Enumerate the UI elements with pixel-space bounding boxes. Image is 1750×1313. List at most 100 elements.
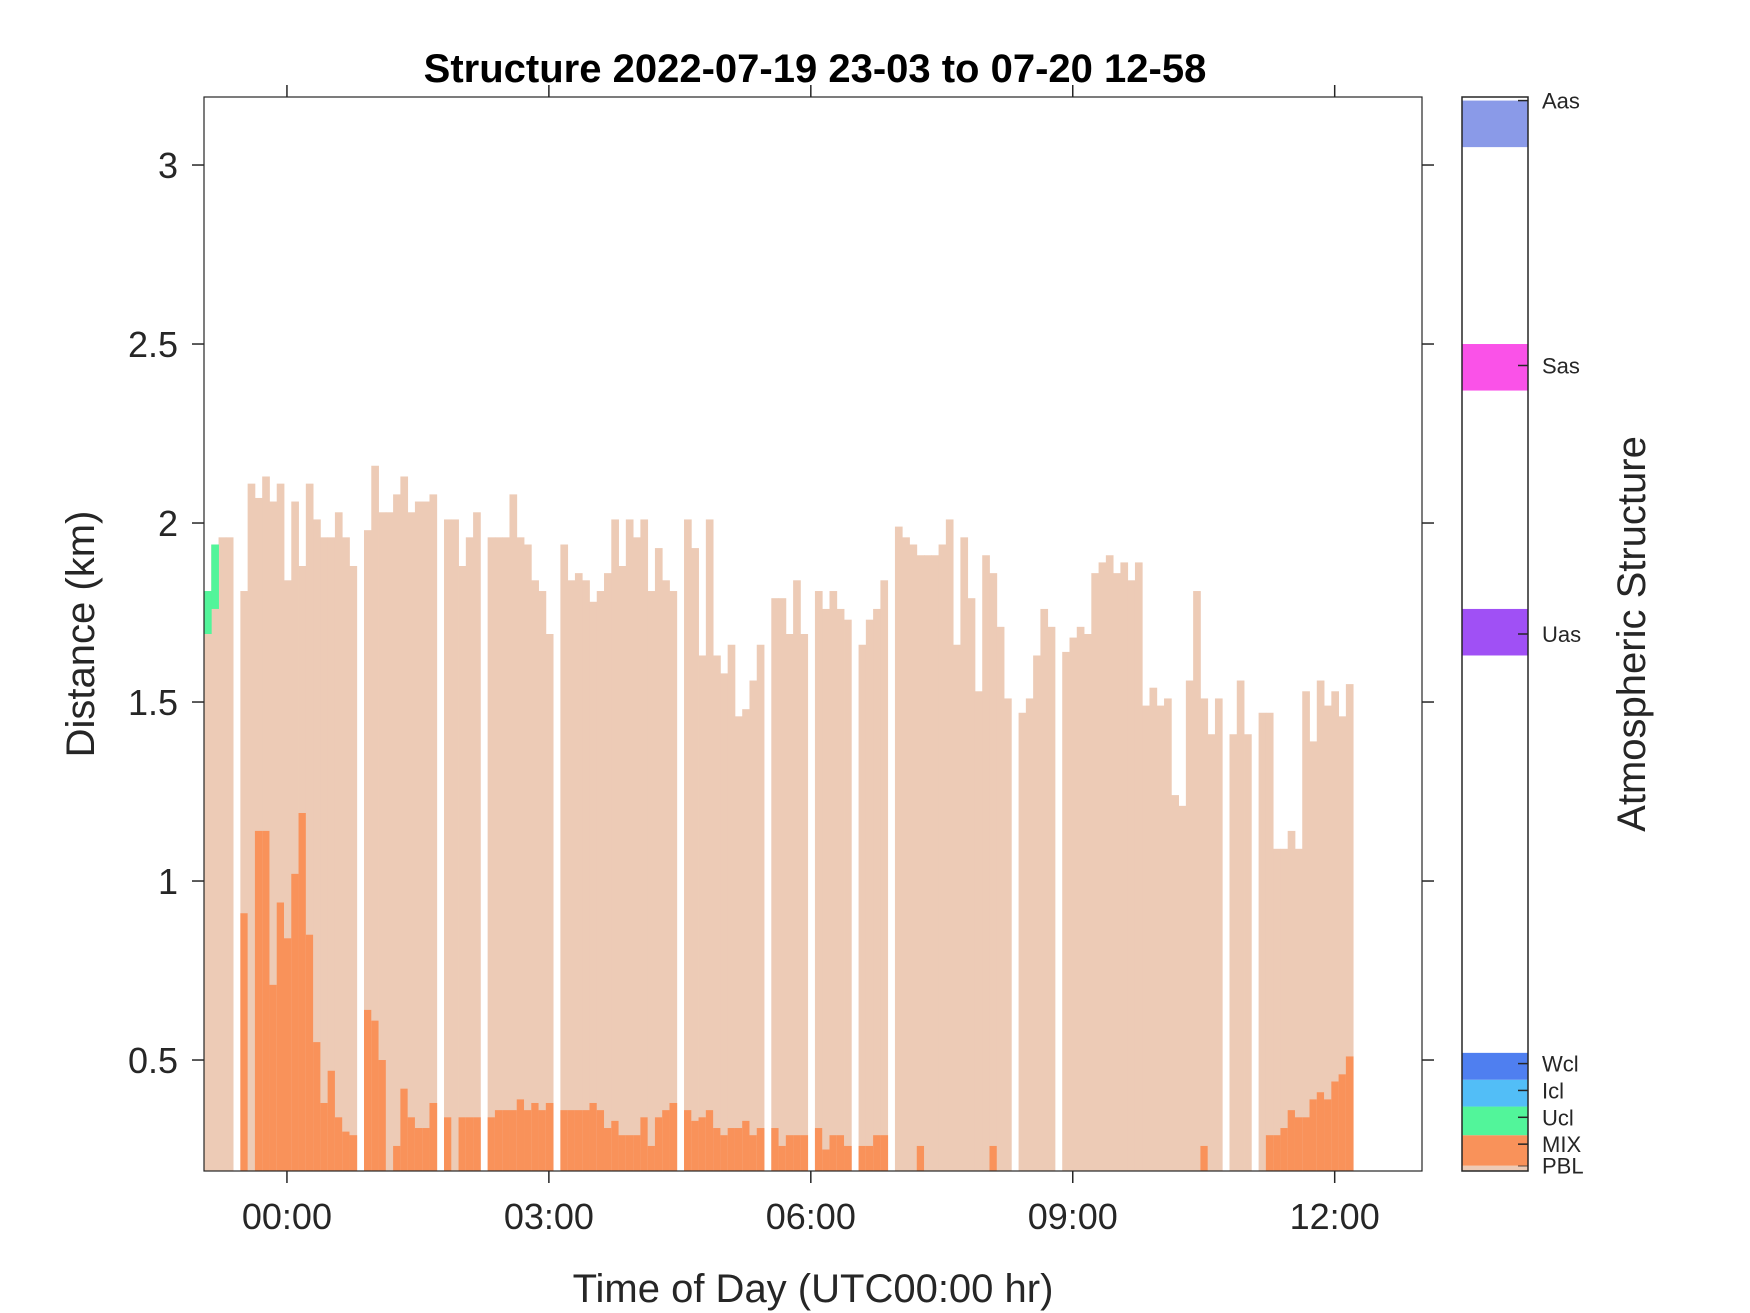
pbl-bar: [531, 580, 539, 1171]
mix-bar: [829, 1135, 838, 1171]
mix-bar: [1309, 1099, 1318, 1171]
y-tick-label: 3: [158, 145, 178, 186]
pbl-bar: [509, 494, 518, 1171]
mix-bar: [844, 1145, 852, 1171]
mix-bar: [262, 830, 270, 1171]
mix-bar: [618, 1135, 627, 1171]
pbl-bar: [560, 544, 569, 1171]
mix-bar: [1200, 1145, 1209, 1171]
mix-bar: [560, 1110, 569, 1171]
pbl-bar: [371, 465, 379, 1171]
mix-bar: [414, 1128, 423, 1171]
pbl-bar: [502, 537, 510, 1171]
pbl-bar: [444, 519, 452, 1171]
pbl-bar: [247, 483, 256, 1171]
colorbar-swatch: [1462, 1079, 1528, 1107]
pbl-bar: [1280, 848, 1289, 1171]
pbl-bar: [1294, 848, 1303, 1171]
pbl-bar: [414, 501, 423, 1171]
colorbar-frame: [1461, 96, 1529, 1172]
pbl-bar: [204, 591, 212, 1171]
mix-bar: [865, 1145, 874, 1171]
pbl-bar: [1338, 716, 1347, 1171]
mix-bar: [771, 1128, 779, 1171]
pbl-bar: [1127, 580, 1136, 1171]
mix-bar: [305, 934, 314, 1171]
mix-bar: [749, 1135, 758, 1171]
pbl-bar: [545, 634, 554, 1171]
pbl-bar: [305, 483, 314, 1171]
pbl-bar: [487, 537, 496, 1171]
pbl-bar: [1258, 712, 1267, 1171]
pbl-bar: [327, 537, 336, 1171]
pbl-bar: [1273, 848, 1281, 1171]
mix-bar: [1287, 1110, 1296, 1171]
pbl-bar: [967, 598, 976, 1171]
colorbar-tick-label: Uas: [1542, 622, 1581, 647]
mix-bar: [727, 1128, 736, 1171]
mix-bar: [662, 1110, 670, 1171]
pbl-bar: [574, 573, 583, 1171]
pbl-bar: [1025, 698, 1034, 1171]
pbl-bar: [589, 601, 598, 1171]
mix-bar: [611, 1120, 619, 1171]
mix-bar: [349, 1135, 358, 1171]
pbl-bar: [953, 644, 961, 1171]
pbl-bar: [691, 548, 699, 1171]
pbl-bar: [1098, 562, 1107, 1171]
mix-bar: [516, 1099, 525, 1171]
pbl-bar: [1244, 734, 1252, 1171]
pbl-bar: [364, 530, 372, 1171]
colorbar-tick-label: PBL: [1542, 1154, 1584, 1179]
pbl-bar: [1316, 680, 1325, 1171]
mix-bar: [458, 1117, 467, 1171]
pbl-bar: [494, 537, 503, 1171]
mix-bar: [371, 1020, 379, 1171]
pbl-bar: [269, 501, 278, 1171]
colorbar-swatch: [1462, 1135, 1528, 1166]
pbl-bar: [385, 512, 394, 1171]
y-axis: 0.5 1 1.5 2 2.5 3: [128, 145, 1434, 1081]
mix-bar: [276, 902, 285, 1171]
pbl-bar: [916, 555, 925, 1171]
pbl-bar: [1287, 830, 1296, 1171]
mix-bar: [291, 873, 299, 1171]
pbl-bar: [698, 655, 707, 1171]
pbl-bar: [1214, 698, 1223, 1171]
pbl-bar: [1084, 634, 1092, 1171]
mix-bar: [1316, 1092, 1325, 1171]
pbl-bar: [1302, 691, 1310, 1171]
mix-bar: [705, 1110, 714, 1171]
pbl-bar: [742, 709, 750, 1171]
pbl-bar: [313, 519, 321, 1171]
y-tick-label: 1: [158, 861, 178, 902]
mix-bar: [713, 1128, 721, 1171]
pbl-bar: [625, 519, 634, 1171]
mix-bar: [320, 1102, 329, 1171]
pbl-bar: [1134, 562, 1143, 1171]
mix-bar: [342, 1131, 350, 1171]
pbl-bar: [858, 644, 867, 1171]
pbl-bar: [873, 608, 881, 1171]
pbl-bar: [1156, 705, 1165, 1171]
mix-bar: [254, 830, 263, 1171]
pbl-bar: [218, 537, 227, 1171]
pbl-bar: [240, 591, 249, 1171]
pbl-bar: [1265, 712, 1274, 1171]
mix-bar: [647, 1145, 656, 1171]
pbl-bar: [618, 565, 627, 1171]
pbl-bar: [865, 619, 874, 1171]
mix-bar: [422, 1128, 430, 1171]
pbl-bar: [822, 608, 830, 1171]
mix-bar: [822, 1149, 830, 1171]
pbl-bar: [785, 634, 794, 1171]
pbl-bar: [778, 598, 787, 1171]
pbl-bar: [800, 634, 809, 1171]
pbl-bar: [349, 565, 358, 1171]
mix-bar: [538, 1110, 547, 1171]
pbl-bar: [662, 580, 670, 1171]
colorbar-tick-label: Ucl: [1542, 1105, 1574, 1130]
pbl-bar: [1164, 698, 1172, 1171]
mix-bar: [465, 1117, 474, 1171]
